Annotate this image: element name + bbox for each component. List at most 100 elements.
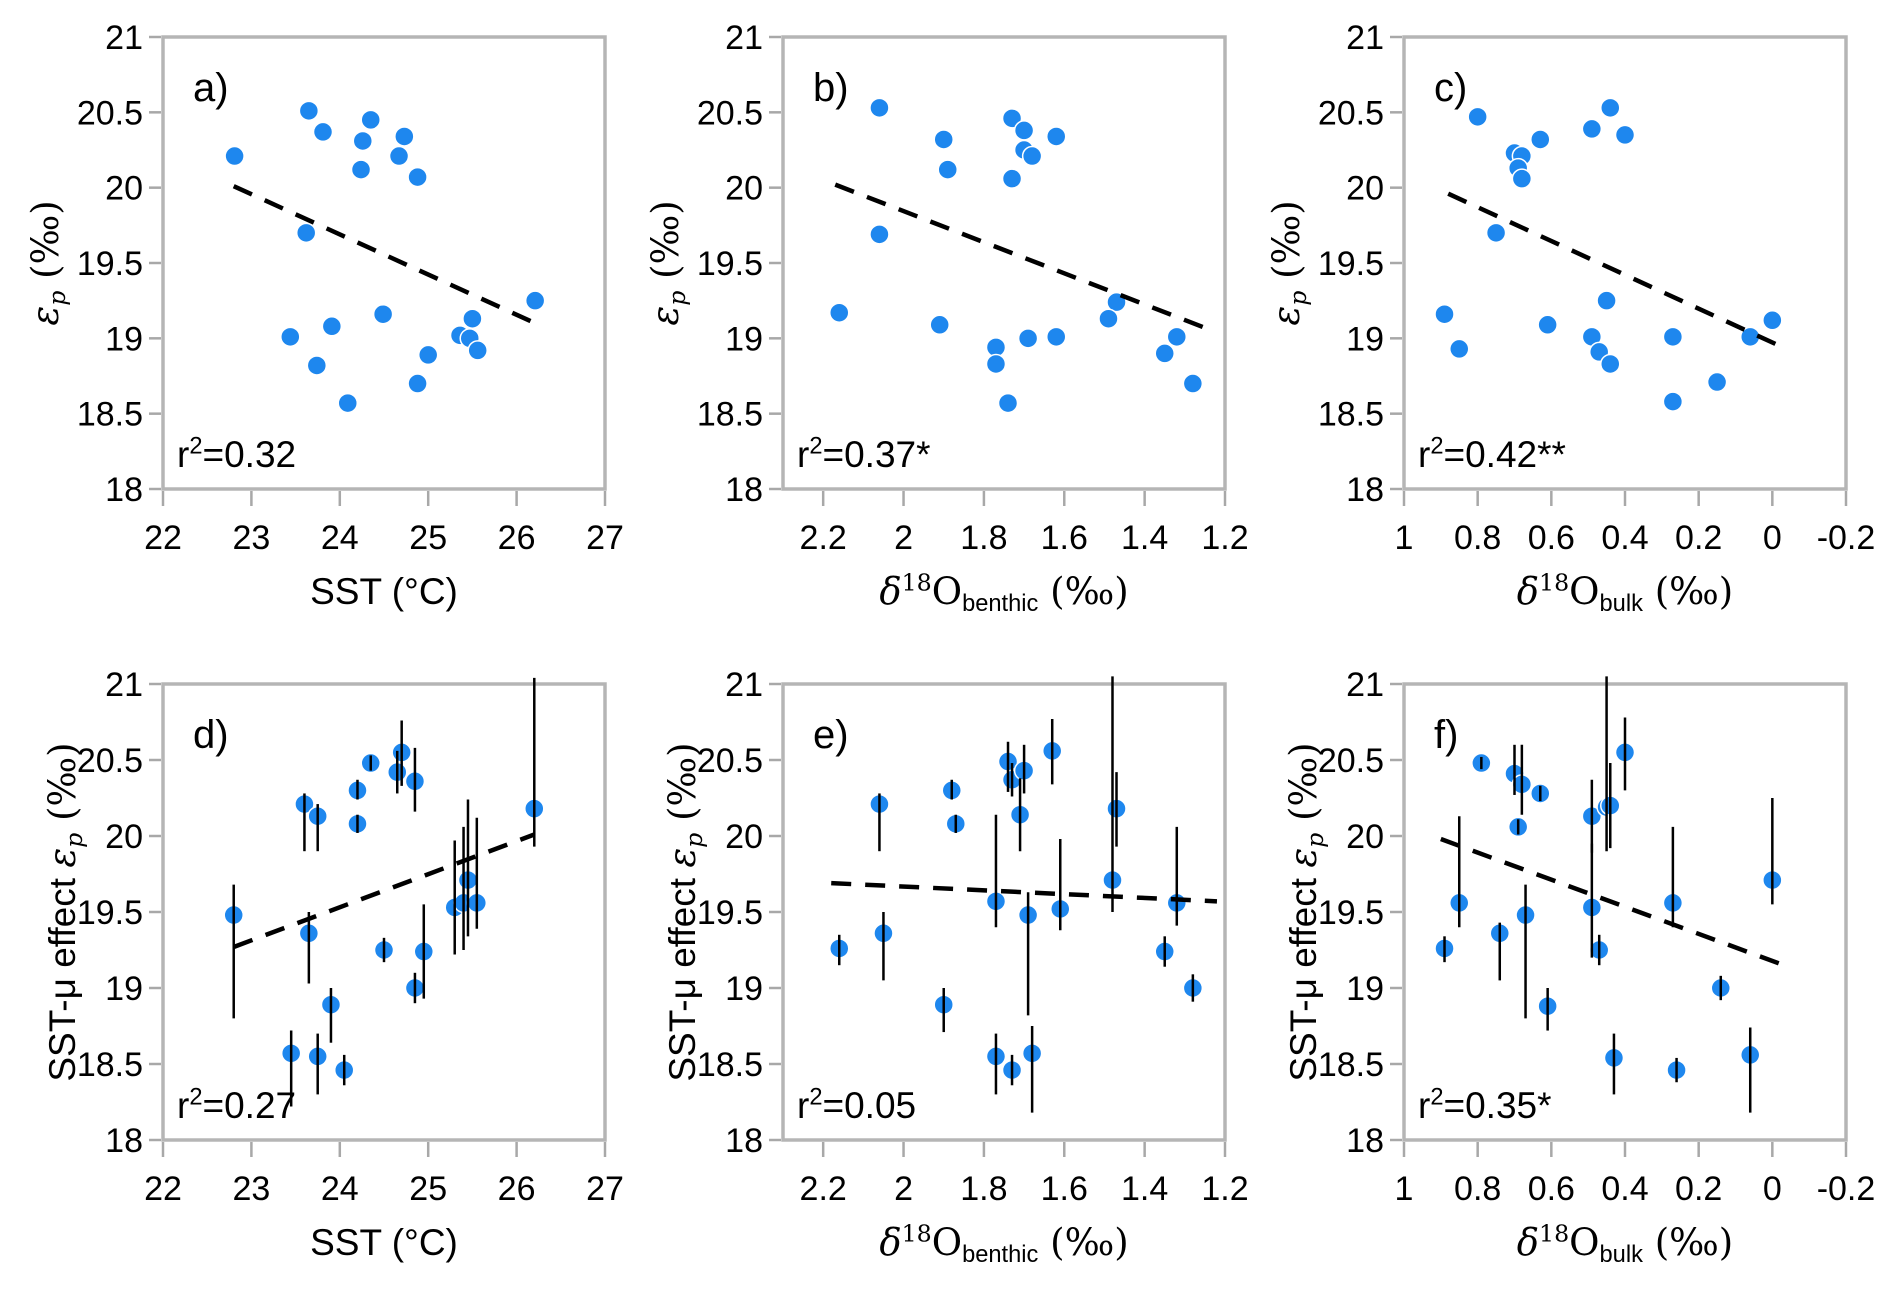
x-tick-label: 2.2	[800, 1170, 847, 1208]
panel-frame	[161, 35, 607, 491]
data-point	[467, 340, 488, 361]
x-tick-label: 24	[321, 1170, 359, 1208]
x-tick-label: 1	[1395, 519, 1414, 557]
data-point	[1537, 314, 1558, 336]
x-tick-label: 25	[409, 1170, 447, 1208]
panel-a: 22 23 24 25 26 27 21 20.5 20 19.5 19 18.5 18 SST (°C)…	[24, 19, 624, 612]
data-point	[1154, 343, 1175, 364]
trend-line	[232, 184, 540, 327]
data-point	[1449, 338, 1470, 360]
data-point	[295, 222, 317, 244]
panel-d: 22 23 24 25 26 27 21 20.5 20 19.5 19 18.5 18 SST (°C)…	[41, 666, 624, 1263]
data-point	[869, 224, 890, 245]
x-axis-title: δ18Obenthic (‰)	[879, 569, 1128, 617]
data-point	[929, 314, 950, 336]
panel-letter: c)	[1434, 66, 1467, 110]
y-tick-label: 21	[105, 666, 143, 704]
x-tick-label: 2.2	[800, 519, 847, 557]
r-squared-label: r2=0.37*	[797, 434, 931, 475]
x-tick-label: 1.2	[1201, 519, 1248, 557]
x-tick-label: 1.8	[960, 1170, 1007, 1208]
x-tick-label: 26	[498, 1170, 536, 1208]
x-tick-label: 0.2	[1675, 519, 1722, 557]
y-tick-label: 19.5	[77, 245, 143, 283]
x-axis-title: SST (°C)	[310, 571, 458, 612]
data-point	[1045, 126, 1067, 147]
panel-frame	[781, 35, 1227, 491]
r-squared-label: r2=0.32	[177, 434, 296, 475]
data-point	[1762, 310, 1783, 331]
x-tick-label: 0	[1763, 519, 1782, 557]
data-point	[829, 302, 850, 323]
y-tick-label: 18.5	[697, 1046, 763, 1084]
y-axis-title: SST-μ effect εp (‰)	[1282, 742, 1329, 1081]
panel-frame	[161, 682, 607, 1142]
x-tick-label: 0.4	[1601, 519, 1648, 557]
x-tick-label: 1.2	[1201, 1170, 1248, 1208]
data-point	[1098, 308, 1119, 329]
data-point	[524, 290, 546, 311]
data-point	[869, 97, 890, 119]
y-tick-label: 20.5	[1318, 742, 1384, 780]
y-tick-label: 21	[1346, 19, 1384, 57]
data-point	[407, 373, 428, 394]
trend-line	[1440, 836, 1781, 966]
r-squared-label: r2=0.05	[797, 1085, 916, 1126]
x-tick-label: 23	[232, 519, 270, 557]
x-tick-label: 0.2	[1675, 1170, 1722, 1208]
data-point	[1662, 326, 1684, 348]
data-point	[394, 126, 415, 147]
x-tick-label: 0.8	[1454, 519, 1501, 557]
data-point	[985, 353, 1007, 375]
y-tick-label: 21	[725, 19, 763, 57]
trend-line	[834, 182, 1206, 330]
y-tick-label: 20	[1346, 170, 1384, 208]
panel-letter: a)	[193, 66, 229, 110]
x-tick-label: 1.4	[1121, 519, 1168, 557]
r-squared-label: r2=0.35*	[1418, 1085, 1552, 1126]
x-tick-label: 1.6	[1041, 519, 1088, 557]
panel-frame	[781, 682, 1227, 1142]
y-tick-label: 20.5	[1318, 94, 1384, 132]
x-tick-label: 1.8	[960, 519, 1007, 557]
y-tick-label: 18.5	[77, 1046, 143, 1084]
data-point	[1706, 371, 1728, 393]
y-tick-label: 20	[105, 170, 143, 208]
x-axis-title: SST (°C)	[310, 1222, 458, 1263]
x-tick-label: 27	[586, 519, 624, 557]
data-point	[937, 159, 958, 180]
y-tick-label: 20	[1346, 818, 1384, 856]
y-tick-label: 18	[725, 1122, 763, 1160]
panel-letter: f)	[1434, 713, 1458, 757]
y-tick-label: 18.5	[1318, 396, 1384, 434]
trend-line	[831, 880, 1218, 904]
data-point	[1511, 168, 1533, 189]
y-tick-label: 20.5	[697, 94, 763, 132]
y-tick-label: 19.5	[697, 245, 763, 283]
data-point	[321, 316, 343, 337]
y-axis-title: εp (‰)	[644, 200, 691, 325]
data-point	[997, 392, 1019, 414]
panel-c: 1 0.8 0.6 0.4 0.2 0 -0.2 21 20.5 20 19.5 19 18.5 18 δ1…	[1265, 19, 1875, 617]
data-point	[1596, 290, 1617, 311]
y-tick-label: 20.5	[77, 94, 143, 132]
x-axis-title: δ18Obulk (‰)	[1517, 569, 1733, 617]
panel-letter: e)	[813, 713, 849, 757]
x-tick-label: 2	[894, 519, 913, 557]
y-tick-label: 18	[105, 471, 143, 509]
data-point	[298, 100, 320, 122]
y-axis-title: SST-μ effect εp (‰)	[661, 742, 708, 1081]
x-tick-label: 2	[894, 1170, 913, 1208]
data-point	[417, 344, 439, 366]
panel-letter: d)	[193, 713, 229, 757]
x-tick-label: -0.2	[1817, 519, 1876, 557]
data-point	[1600, 97, 1621, 119]
data-point	[407, 166, 428, 188]
y-tick-label: 18	[1346, 471, 1384, 509]
x-axis-title: δ18Obulk (‰)	[1517, 1220, 1733, 1268]
y-tick-label: 19	[105, 320, 143, 358]
y-tick-label: 20.5	[77, 742, 143, 780]
y-tick-label: 21	[725, 666, 763, 704]
data-point	[1017, 328, 1039, 349]
